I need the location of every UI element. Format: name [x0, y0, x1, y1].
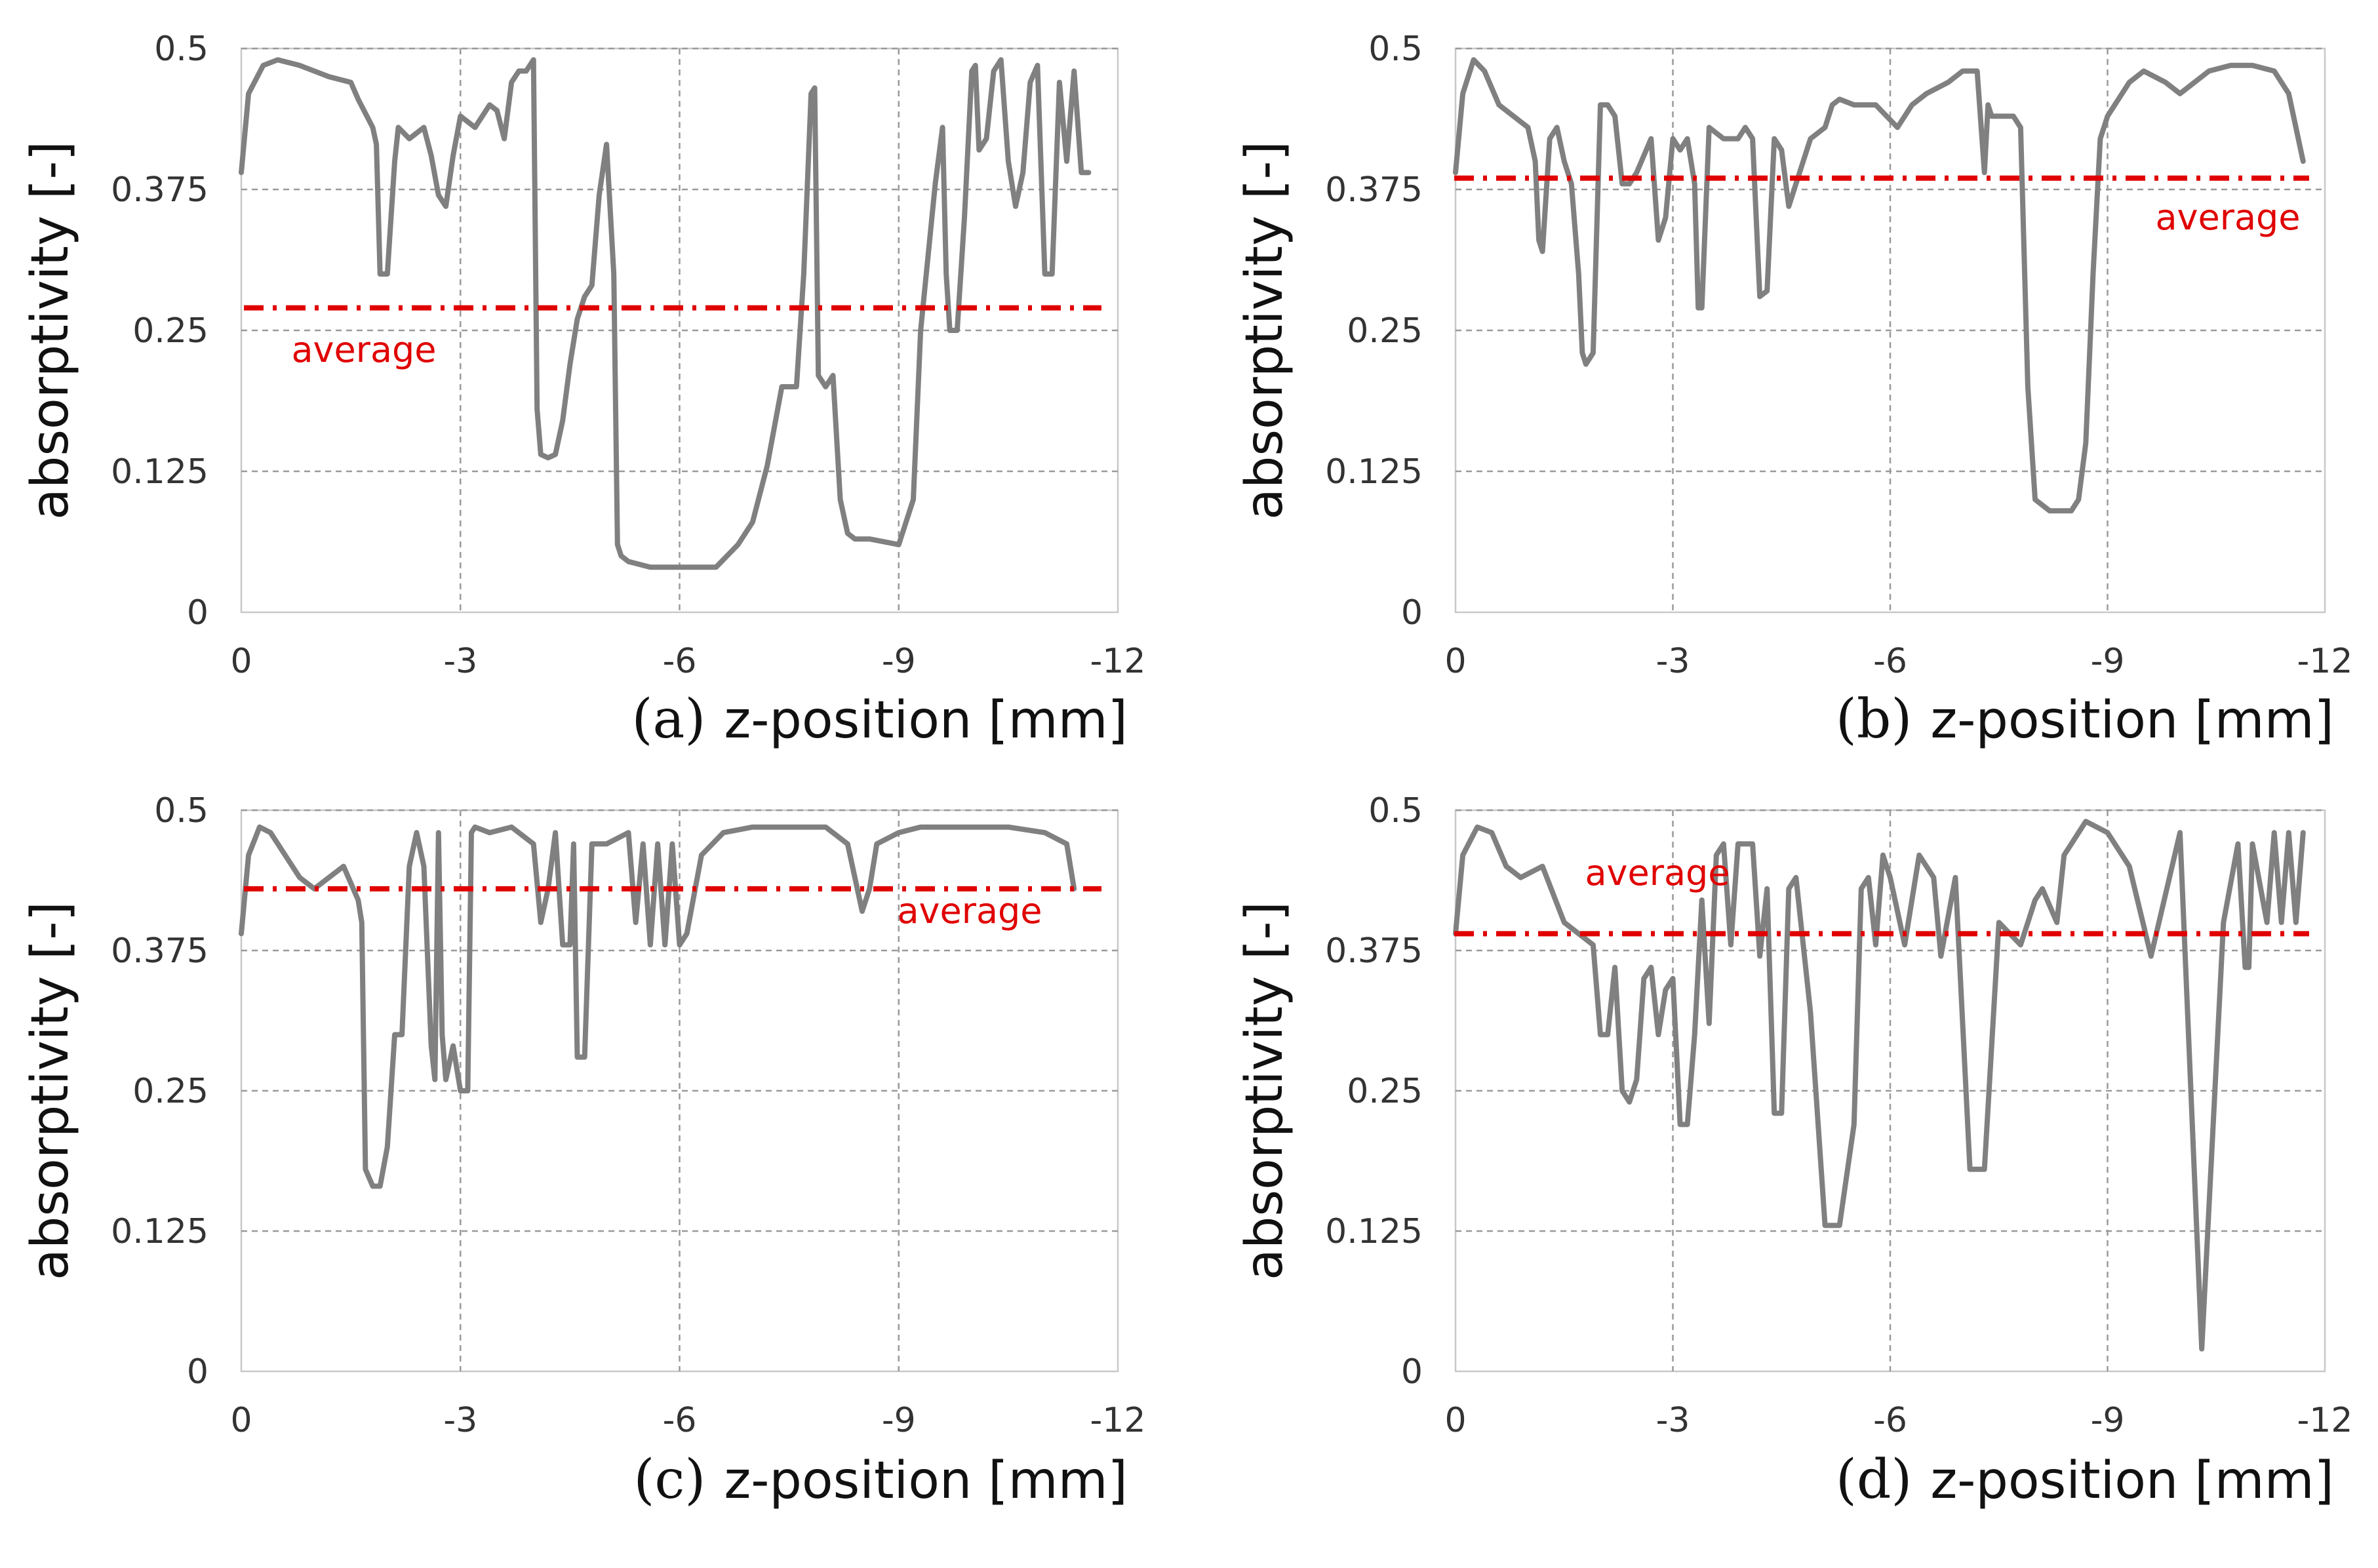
panel-c-series-line-0: [239, 824, 1077, 1189]
panel-d-ytick-label: 0.125: [1325, 1212, 1423, 1251]
panel-a-ytick-label: 0.25: [132, 311, 208, 351]
panel-d-series-line-0: [1453, 819, 2306, 1352]
panel-d-xlabel: z-position [mm]: [1930, 1451, 2334, 1510]
panel-a-xtick-label: -12: [1090, 642, 1146, 681]
panel-a-xtick-label: -3: [443, 642, 477, 681]
panel-b-xtick-label: -12: [2297, 642, 2353, 681]
panel-a-label: (a): [631, 688, 705, 751]
panel-d-xtick-label: -9: [2091, 1401, 2125, 1440]
panel-a-average-label: average: [291, 329, 436, 370]
panel-d-xtick-label: -12: [2297, 1401, 2353, 1440]
panel-b-xtick-label: 0: [1444, 642, 1466, 681]
panel-c-ytick-label: 0.25: [132, 1072, 208, 1111]
panel-d-xtick-label: -3: [1656, 1401, 1690, 1440]
panel-b-ylabel: absorptivity [-]: [1235, 141, 1294, 520]
panel-b-xtick-label: -3: [1656, 642, 1690, 681]
panel-c-xtick-label: -12: [1090, 1401, 1146, 1440]
panel-a-ytick-label: 0.125: [111, 452, 208, 492]
panel-c-xtick-label: -9: [882, 1401, 916, 1440]
panel-b-ytick-label: 0.5: [1368, 29, 1423, 69]
panel-b-ytick-label: 0.25: [1347, 311, 1423, 351]
panel-a-ylabel: absorptivity [-]: [21, 141, 80, 520]
panel-b-xtick-label: -6: [1873, 642, 1907, 681]
panel-d-ytick-label: 0.25: [1347, 1072, 1423, 1111]
panel-d-xtick-label: 0: [1444, 1401, 1466, 1440]
panel-b-xlabel: z-position [mm]: [1930, 691, 2334, 750]
panel-b-ytick-label: 0.375: [1325, 170, 1423, 210]
panel-a-ytick-label: 0.5: [154, 29, 208, 69]
panel-a-xtick-label: -6: [663, 642, 697, 681]
panel-c-average-label: average: [897, 890, 1042, 931]
panel-d-xtick-label: -6: [1873, 1401, 1907, 1440]
panel-a-xlabel: z-position [mm]: [724, 691, 1128, 750]
panel-c-ylabel: absorptivity [-]: [21, 901, 80, 1280]
panel-a-xtick-label: 0: [230, 642, 252, 681]
panel-d-ytick-label: 0: [1401, 1352, 1423, 1392]
panel-b-label: (b): [1836, 688, 1912, 751]
panel-d-ylabel: absorptivity [-]: [1235, 901, 1294, 1280]
panel-d-label: (d): [1836, 1449, 1912, 1511]
panel-c-xtick-label: 0: [230, 1401, 252, 1440]
panel-a-ytick-label: 0: [187, 593, 208, 633]
panel-b-ytick-label: 0.125: [1325, 452, 1423, 492]
panel-a-ytick-label: 0.375: [111, 170, 208, 210]
panel-c-ytick-label: 0: [187, 1352, 208, 1392]
panel-a-xtick-label: -9: [882, 642, 916, 681]
panel-c-label: (c): [633, 1449, 705, 1511]
panel-c-ytick-label: 0.375: [111, 931, 208, 971]
panel-d-ytick-label: 0.5: [1368, 791, 1423, 831]
panel-c-ytick-label: 0.125: [111, 1212, 208, 1251]
panel-c-xtick-label: -6: [663, 1401, 697, 1440]
panel-c-xtick-label: -3: [443, 1401, 477, 1440]
panel-b-ytick-label: 0: [1401, 593, 1423, 633]
panel-b-average-label: average: [2155, 197, 2300, 238]
panel-d-ytick-label: 0.375: [1325, 931, 1423, 971]
panel-c-xlabel: z-position [mm]: [724, 1451, 1128, 1510]
panel-b-series-line-0: [1453, 57, 2306, 514]
panel-d-average-label: average: [1585, 852, 1730, 893]
panel-a-series-line-0: [239, 57, 1092, 570]
panel-c-ytick-label: 0.5: [154, 791, 208, 831]
panel-b-xtick-label: -9: [2091, 642, 2125, 681]
